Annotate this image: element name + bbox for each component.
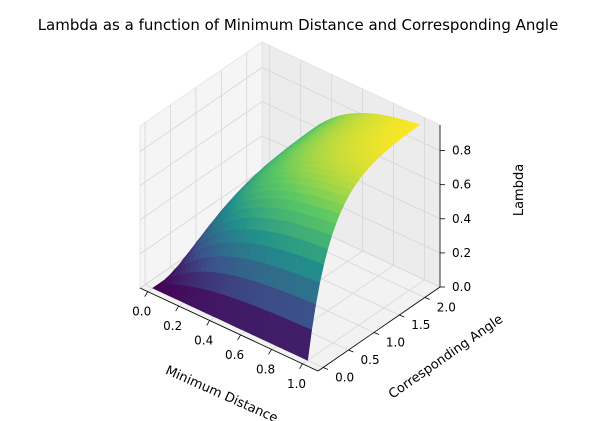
grid-line-x-floor: [302, 279, 425, 365]
x-tick-mark: [175, 305, 180, 312]
x-tick-label: 1.0: [287, 377, 306, 391]
y-tick-mark: [373, 332, 380, 335]
z-axis-label: Lambda: [512, 164, 527, 216]
x-tick-mark: [299, 363, 303, 369]
z-tick-label: 0.2: [452, 246, 471, 260]
x-tick-mark: [206, 320, 210, 326]
y-tick-label: 0.5: [361, 353, 380, 367]
grid-line-z-side: [139, 101, 263, 187]
x-axis-line: [139, 287, 319, 372]
y-tick-label: 2.0: [437, 301, 456, 315]
surface-patch: [152, 284, 163, 292]
grid-line-z-side: [139, 135, 263, 221]
grid-line-z-side: [139, 169, 263, 255]
z-tick-label: 0.6: [452, 178, 471, 192]
grid-line-z-side: [139, 67, 263, 152]
x-tick-label: 0.4: [194, 334, 213, 348]
surface-plot: [152, 112, 421, 361]
y-tick-mark: [348, 349, 354, 353]
x-tick-label: 0.0: [132, 305, 151, 319]
x-tick-mark: [237, 334, 241, 341]
y-tick-label: 1.0: [386, 336, 405, 350]
y-axis-line: [317, 286, 441, 372]
x-tick-label: 0.2: [163, 319, 182, 333]
z-tick-label: 0.4: [452, 212, 471, 226]
axis-lines: [139, 125, 445, 372]
y-tick-label: 1.5: [411, 318, 430, 332]
z-tick-label: 0.8: [452, 144, 471, 158]
chart-title: Lambda as a function of Minimum Distance…: [38, 16, 559, 34]
y-tick-mark: [424, 297, 430, 300]
y-tick-mark: [322, 367, 329, 370]
y-tick-mark: [399, 314, 405, 318]
y-axis-label: Corresponding Angle: [386, 312, 506, 402]
grid-line-z-back: [261, 67, 441, 151]
x-tick-label: 0.8: [256, 362, 275, 376]
x-tick-label: 0.6: [225, 348, 244, 362]
x-tick-mark: [268, 349, 272, 355]
y-tick-label: 0.0: [335, 371, 354, 385]
tick-labels: 0.0 0.2 0.4 0.6 0.8 1.0 0.0 0.5 1.0 1.5 2.0 0.0 0.2 0…: [132, 144, 471, 391]
x-tick-mark: [144, 291, 149, 297]
z-tick-label: 0.0: [452, 280, 471, 294]
